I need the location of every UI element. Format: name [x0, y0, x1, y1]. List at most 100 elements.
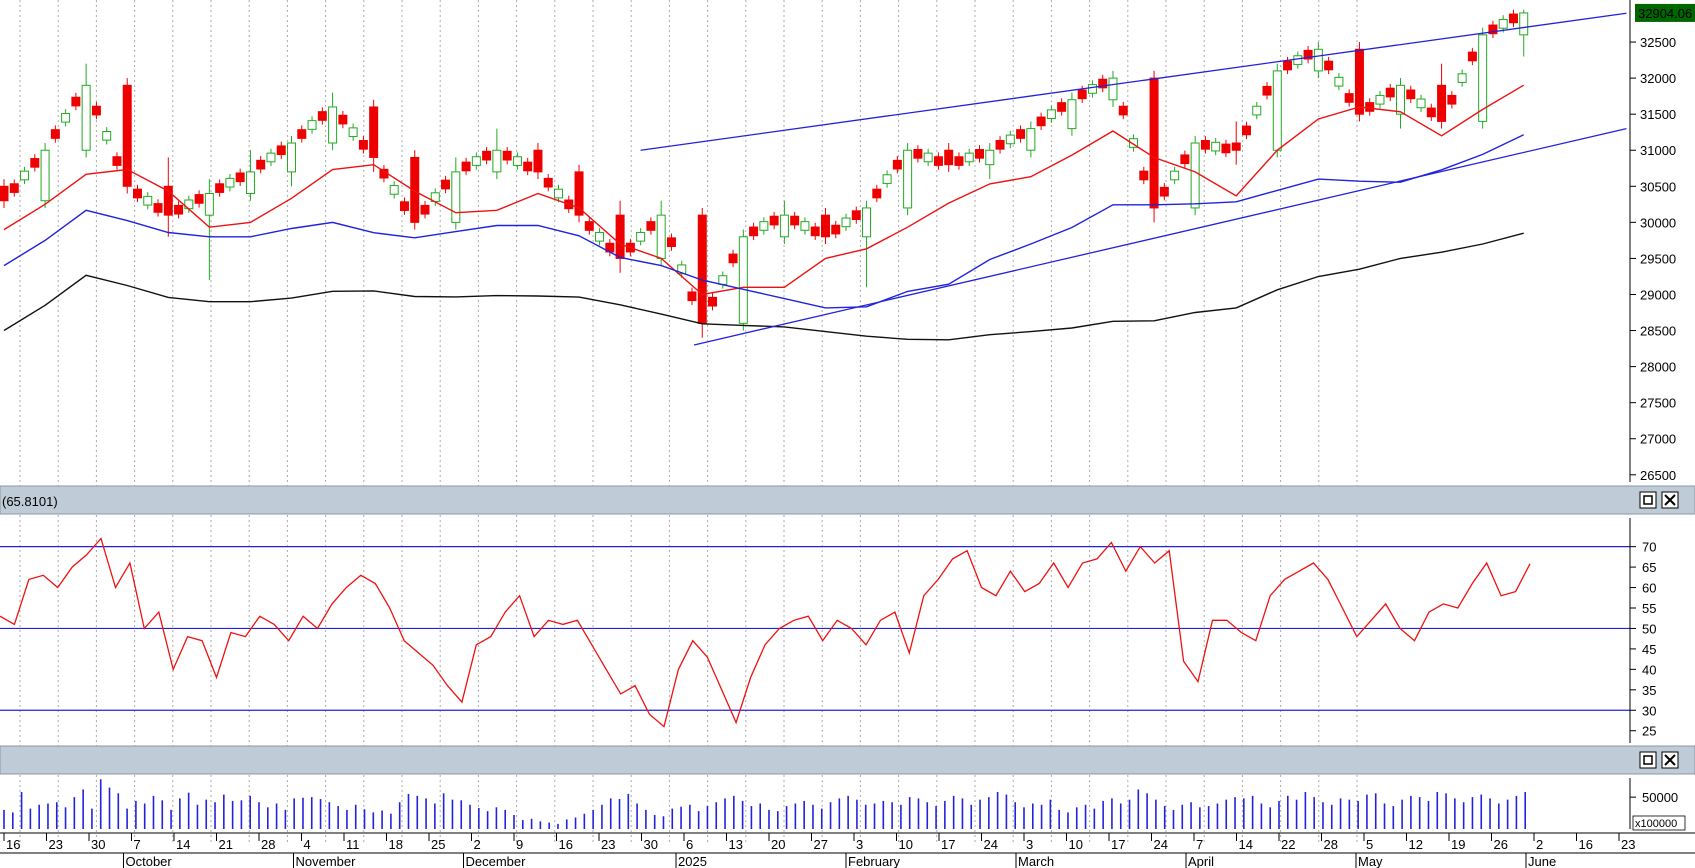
day-tick-label: 21 — [219, 837, 233, 852]
day-tick-label: 14 — [1239, 837, 1253, 852]
maximize-icon[interactable] — [1639, 491, 1657, 509]
candle-down — [574, 171, 584, 216]
day-tick-label: 17 — [1111, 837, 1125, 852]
candle-down — [112, 156, 122, 166]
candle-up — [1211, 141, 1221, 152]
candle-up — [656, 214, 666, 259]
price-tick-label: 31500 — [1640, 107, 1676, 122]
candle-up — [1416, 98, 1426, 109]
rsi-tick-label: 45 — [1642, 642, 1656, 657]
price-tick-label: 29000 — [1640, 287, 1676, 302]
candle-down — [502, 150, 512, 161]
day-tick-label: 23 — [601, 837, 615, 852]
day-tick-label: 26 — [1494, 837, 1508, 852]
candle-down — [790, 215, 800, 226]
rsi-pane-header — [0, 485, 1695, 515]
month-tick-label: October — [126, 854, 173, 868]
ma-mid-line — [3, 134, 1525, 309]
candle-down — [163, 185, 173, 216]
candle-down — [1139, 170, 1149, 181]
candle-up — [636, 231, 646, 242]
candle-down — [1077, 89, 1087, 100]
candle-down — [687, 291, 697, 302]
maximize-icon[interactable] — [1639, 751, 1657, 769]
candle-up — [964, 152, 974, 163]
rsi-tick-label: 25 — [1642, 724, 1656, 739]
rsi-tick-label: 55 — [1642, 601, 1656, 616]
candle-down — [933, 156, 943, 166]
candle-up — [1478, 34, 1488, 122]
candle-up — [1129, 138, 1139, 148]
candle-down — [1036, 116, 1046, 127]
month-tick-label: November — [296, 854, 357, 868]
candle-up — [738, 236, 748, 324]
candle-up — [287, 142, 297, 173]
candle-up — [61, 112, 71, 123]
rsi-tick-label: 30 — [1642, 703, 1656, 718]
candle-up — [1498, 19, 1508, 29]
volume-pane-header — [0, 745, 1695, 775]
candle-up — [20, 170, 30, 181]
day-tick-label: 23 — [49, 837, 63, 852]
day-tick-label: 20 — [771, 837, 785, 852]
candle-up — [307, 120, 317, 130]
candle-down — [215, 183, 225, 193]
candle-up — [595, 231, 605, 242]
rsi-line — [0, 537, 1531, 728]
candle-up — [143, 195, 153, 206]
candle-down — [1200, 140, 1210, 150]
candle-up — [985, 149, 995, 166]
candle-down — [1098, 78, 1108, 89]
candle-down — [1354, 48, 1364, 115]
candle-down — [666, 237, 676, 248]
candle-down — [1508, 13, 1518, 24]
candle-up — [903, 149, 913, 209]
candle-up — [1108, 77, 1118, 101]
candle-up — [1252, 105, 1262, 116]
candle-down — [646, 221, 656, 231]
candle-up — [492, 149, 502, 173]
trendline-upper — [640, 12, 1627, 151]
rsi-tick-label: 65 — [1642, 560, 1656, 575]
day-tick-label: 14 — [176, 837, 190, 852]
candle-down — [1231, 142, 1241, 151]
candle-down — [153, 203, 163, 213]
candle-down — [820, 214, 830, 238]
close-icon-glyph — [1664, 754, 1676, 766]
day-tick-label: 10 — [899, 837, 913, 852]
day-tick-label: 4 — [304, 837, 311, 852]
candle-up — [841, 217, 851, 228]
candle-down — [944, 149, 954, 166]
candle-down — [1488, 24, 1498, 35]
candle-down — [297, 129, 307, 139]
candle-down — [1447, 94, 1457, 105]
candle-down — [1406, 89, 1416, 100]
candle-down — [461, 161, 471, 172]
candle-up — [1005, 134, 1015, 145]
candle-down — [810, 226, 820, 237]
candle-up — [348, 127, 358, 138]
volume-multiplier-label: x100000 — [1635, 818, 1677, 830]
maximize-icon-glyph — [1643, 755, 1653, 765]
candle-down — [194, 194, 204, 204]
candle-down — [769, 215, 779, 226]
candle-up — [1190, 142, 1200, 209]
ma-short-line — [3, 84, 1525, 296]
candle-down — [1118, 105, 1128, 116]
day-tick-label: 3 — [856, 837, 863, 852]
day-tick-label: 17 — [941, 837, 955, 852]
candle-down — [615, 214, 625, 259]
candle-down — [482, 150, 492, 161]
day-tick-label: 23 — [1621, 837, 1635, 852]
candle-up — [102, 130, 112, 141]
candle-down — [913, 149, 923, 159]
day-tick-label: 12 — [1409, 837, 1423, 852]
candle-down — [1426, 107, 1436, 118]
candle-up — [759, 221, 769, 231]
candle-down — [358, 140, 368, 150]
day-tick-label: 28 — [1324, 837, 1338, 852]
candle-up — [1046, 109, 1056, 120]
price-tick-label: 29500 — [1640, 251, 1676, 266]
candle-down — [276, 145, 286, 156]
